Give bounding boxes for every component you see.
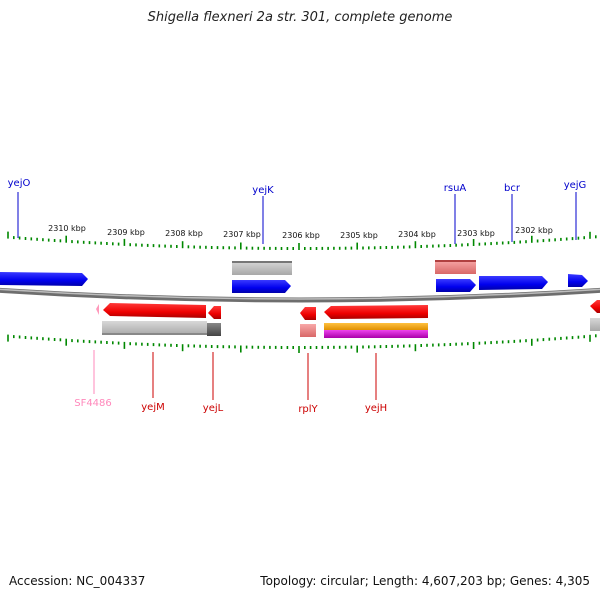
gene-edge-right[interactable] (590, 300, 600, 313)
feature-yejL-region[interactable] (207, 323, 221, 336)
top-gene-labels: yejO yejK rsuA bcr yejG (8, 178, 587, 196)
ruler-label: 2304 kbp (398, 230, 436, 239)
genome-backbone-highlight (0, 288, 600, 300)
gene-label-bcr[interactable]: bcr (504, 183, 521, 194)
gene-label-yejM[interactable]: yejM (141, 402, 164, 413)
genome-title: Shigella flexneri 2a str. 301, complete … (147, 10, 453, 25)
feature-rsuA-region[interactable] (435, 260, 476, 274)
ruler-label: 2307 kbp (223, 230, 261, 239)
gene-label-yejH[interactable]: yejH (365, 403, 387, 414)
bottom-label-leaders (93, 350, 377, 400)
gene-label-yejO[interactable]: yejO (8, 178, 31, 189)
feature-rplY-region[interactable] (300, 324, 316, 337)
ruler-label: 2308 kbp (165, 229, 203, 238)
reverse-strand (96, 300, 600, 338)
gene-label-yejG[interactable]: yejG (564, 180, 587, 191)
forward-strand (0, 260, 588, 293)
gene-label-yejK[interactable]: yejK (252, 185, 274, 196)
feature-yejH-region-a[interactable] (324, 323, 428, 330)
accession-value: NC_004337 (76, 574, 146, 588)
length-value: 4,607,203 bp (421, 574, 502, 588)
gene-yejH[interactable] (324, 305, 428, 319)
topology-value: circular (320, 574, 365, 588)
gene-label-yejL[interactable]: yejL (203, 403, 224, 414)
accession-info: Accession: NC_004337 (9, 574, 145, 588)
feature-yejM-region[interactable] (102, 321, 207, 335)
feature-edge-right[interactable] (590, 318, 600, 331)
bottom-gene-labels: SF4486 yejM yejL rplY yejH (74, 398, 387, 415)
gene-label-rsuA[interactable]: rsuA (444, 183, 467, 194)
feature-yejH-region-b[interactable] (324, 330, 428, 338)
accession-label: Accession: (9, 574, 73, 588)
gene-yejO[interactable] (0, 272, 88, 286)
gene-SF4486[interactable] (96, 304, 99, 315)
ruler-labels: 2310 kbp 2309 kbp 2308 kbp 2307 kbp 2306… (48, 224, 553, 240)
ruler-ticks-top (7, 231, 597, 250)
genes-value: 4,305 (555, 574, 590, 588)
ruler-label: 2310 kbp (48, 224, 86, 233)
gene-bcr[interactable] (479, 276, 548, 290)
feature-yejK-region-edge (232, 261, 292, 263)
topology-label: Topology: (260, 574, 317, 588)
ruler-label: 2309 kbp (107, 228, 145, 237)
gene-label-SF4486[interactable]: SF4486 (74, 398, 112, 409)
gene-yejG[interactable] (568, 274, 588, 287)
feature-yejM-region-edge (102, 333, 207, 335)
ruler-label: 2302 kbp (515, 226, 553, 235)
ruler-label: 2303 kbp (457, 229, 495, 238)
gene-yejL[interactable] (208, 306, 221, 319)
gene-label-rplY[interactable]: rplY (298, 404, 318, 415)
ruler-label: 2305 kbp (340, 231, 378, 240)
feature-rsuA-region-edge (435, 260, 476, 262)
length-label: Length: (372, 574, 419, 588)
genes-label: Genes: (509, 574, 552, 588)
gene-rsuA[interactable] (436, 279, 476, 292)
ruler-ticks-bottom (7, 334, 597, 353)
top-label-leaders (17, 192, 577, 244)
ruler-label: 2306 kbp (282, 231, 320, 240)
genome-stats: Topology: circular; Length: 4,607,203 bp… (260, 574, 590, 588)
feature-yejK-region[interactable] (232, 261, 292, 275)
gene-yejM[interactable] (103, 303, 206, 318)
gene-rplY[interactable] (300, 307, 316, 320)
genome-backbone (0, 287, 600, 303)
gene-yejK[interactable] (232, 280, 291, 293)
